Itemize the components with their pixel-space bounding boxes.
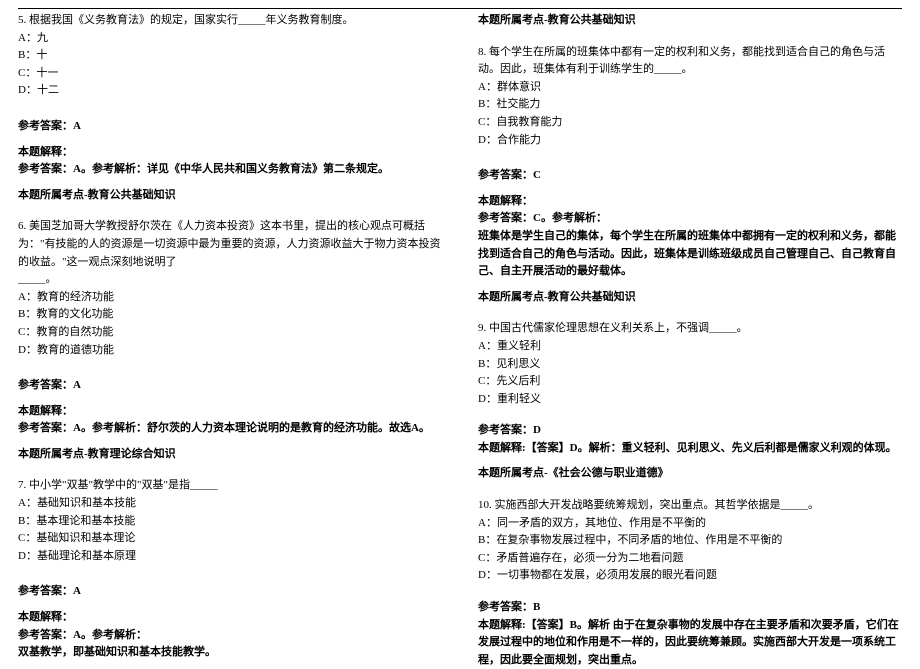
q5-exp-label: 本题解释： xyxy=(18,144,442,162)
q5-stem: 5. 根据我国《义务教育法》的规定，国家实行_____年义务教育制度。 xyxy=(18,12,442,30)
q7-exp-text-1: 参考答案：A。参考解析： xyxy=(18,627,442,645)
q5-topic: 本题所属考点-教育公共基础知识 xyxy=(18,187,442,205)
q10-exp-text: 本题解释:【答案】B。解析 由于在复杂事物的发展中存在主要矛盾和次要矛盾，它们在… xyxy=(478,617,902,669)
q8-opt-c: C：自我教育能力 xyxy=(478,114,902,132)
q8-exp-text-2: 班集体是学生自己的集体，每个学生在所属的班集体中都拥有一定的权利和义务，都能找到… xyxy=(478,228,902,281)
q10-answer: 参考答案：B xyxy=(478,599,902,617)
q9-opt-d: D：重利轻义 xyxy=(478,391,902,409)
question-7: 7. 中小学"双基"教学中的"双基"是指_____ A：基础知识和基本技能 B：… xyxy=(18,477,442,565)
q8-exp-text-1: 参考答案：C。参考解析： xyxy=(478,210,902,228)
q7-answer: 参考答案：A xyxy=(18,583,442,601)
q5-opt-c: C：十一 xyxy=(18,65,442,83)
q6-opt-d: D：教育的道德功能 xyxy=(18,342,442,360)
q6-topic: 本题所属考点-教育理论综合知识 xyxy=(18,446,442,464)
q8-opt-b: B：社交能力 xyxy=(478,96,902,114)
q5-opt-d: D：十二 xyxy=(18,82,442,100)
q5-exp-text: 参考答案：A。参考解析：详见《中华人民共和国义务教育法》第二条规定。 xyxy=(18,161,442,179)
q10-opt-b: B：在复杂事物发展过程中，不同矛盾的地位、作用是不平衡的 xyxy=(478,532,902,550)
q9-topic: 本题所属考点-《社会公德与职业道德》 xyxy=(478,465,902,483)
q5-opt-b: B：十 xyxy=(18,47,442,65)
q6-opt-b: B：教育的文化功能 xyxy=(18,306,442,324)
q8-opt-d: D：合作能力 xyxy=(478,132,902,150)
q9-stem: 9. 中国古代儒家伦理思想在义利关系上，不强调_____。 xyxy=(478,320,902,338)
q8-pre-topic: 本题所属考点-教育公共基础知识 xyxy=(478,12,902,30)
q9-opt-a: A：重义轻利 xyxy=(478,338,902,356)
q5-options: A：九 B：十 C：十一 D：十二 xyxy=(18,30,442,100)
question-10: 10. 实施西部大开发战略要统筹规划，突出重点。其哲学依据是_____。 A：同… xyxy=(478,497,902,585)
q8-stem: 8. 每个学生在所属的班集体中都有一定的权利和义务，都能找到适合自己的角色与活动… xyxy=(478,44,902,79)
q10-stem: 10. 实施西部大开发战略要统筹规划，突出重点。其哲学依据是_____。 xyxy=(478,497,902,515)
q7-stem: 7. 中小学"双基"教学中的"双基"是指_____ xyxy=(18,477,442,495)
q6-stem-1: 6. 美国芝加哥大学教授舒尔茨在《人力资本投资》这本书里，提出的核心观点可概括为… xyxy=(18,218,442,271)
q6-exp-label: 本题解释： xyxy=(18,403,442,421)
right-column: 本题所属考点-教育公共基础知识 8. 每个学生在所属的班集体中都有一定的权利和义… xyxy=(478,12,902,639)
q5-answer: 参考答案：A xyxy=(18,118,442,136)
q5-opt-a: A：九 xyxy=(18,30,442,48)
top-rule xyxy=(18,8,902,9)
q7-opt-c: C：基础知识和基本理论 xyxy=(18,530,442,548)
q8-answer: 参考答案：C xyxy=(478,167,902,185)
left-column: 5. 根据我国《义务教育法》的规定，国家实行_____年义务教育制度。 A：九 … xyxy=(18,12,442,639)
q7-opt-d: D：基础理论和基本原理 xyxy=(18,548,442,566)
q6-stem-2: _____。 xyxy=(18,271,442,289)
q6-opt-c: C：教育的自然功能 xyxy=(18,324,442,342)
q9-opt-c: C：先义后利 xyxy=(478,373,902,391)
question-5: 5. 根据我国《义务教育法》的规定，国家实行_____年义务教育制度。 A：九 … xyxy=(18,12,442,100)
q8-topic: 本题所属考点-教育公共基础知识 xyxy=(478,289,902,307)
q8-opt-a: A：群体意识 xyxy=(478,79,902,97)
q7-exp-label: 本题解释： xyxy=(18,609,442,627)
q7-opt-a: A：基础知识和基本技能 xyxy=(18,495,442,513)
q7-options: A：基础知识和基本技能 B：基本理论和基本技能 C：基础知识和基本理论 D：基础… xyxy=(18,495,442,565)
q9-exp-text: 本题解释:【答案】D。解析：重义轻利、见利思义、先义后利都是儒家义利观的体现。 xyxy=(478,440,902,458)
q7-opt-b: B：基本理论和基本技能 xyxy=(18,513,442,531)
q6-opt-a: A：教育的经济功能 xyxy=(18,289,442,307)
q7-exp-text-2: 双基教学，即基础知识和基本技能教学。 xyxy=(18,644,442,662)
question-6: 6. 美国芝加哥大学教授舒尔茨在《人力资本投资》这本书里，提出的核心观点可概括为… xyxy=(18,218,442,359)
q9-answer: 参考答案：D xyxy=(478,422,902,440)
question-8: 8. 每个学生在所属的班集体中都有一定的权利和义务，都能找到适合自己的角色与活动… xyxy=(478,44,902,150)
q10-opt-c: C：矛盾普遍存在，必须一分为二地看问题 xyxy=(478,550,902,568)
q6-exp-text: 参考答案：A。参考解析：舒尔茨的人力资本理论说明的是教育的经济功能。故选A。 xyxy=(18,420,442,438)
q9-options: A：重义轻利 B：见利思义 C：先义后利 D：重利轻义 xyxy=(478,338,902,408)
q8-exp-label: 本题解释： xyxy=(478,193,902,211)
q6-answer: 参考答案：A xyxy=(18,377,442,395)
q8-options: A：群体意识 B：社交能力 C：自我教育能力 D：合作能力 xyxy=(478,79,902,149)
q10-options: A：同一矛盾的双方，其地位、作用是不平衡的 B：在复杂事物发展过程中，不同矛盾的… xyxy=(478,515,902,585)
q10-opt-a: A：同一矛盾的双方，其地位、作用是不平衡的 xyxy=(478,515,902,533)
q6-options: A：教育的经济功能 B：教育的文化功能 C：教育的自然功能 D：教育的道德功能 xyxy=(18,289,442,359)
q9-opt-b: B：见利思义 xyxy=(478,356,902,374)
question-9: 9. 中国古代儒家伦理思想在义利关系上，不强调_____。 A：重义轻利 B：见… xyxy=(478,320,902,408)
q10-opt-d: D：一切事物都在发展，必须用发展的眼光看问题 xyxy=(478,567,902,585)
